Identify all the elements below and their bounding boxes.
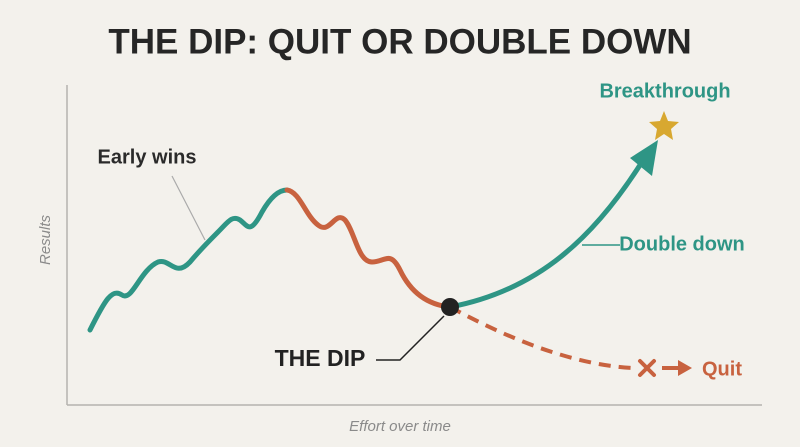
- early-wins-label: Early wins: [98, 146, 197, 168]
- arrow-head: [630, 140, 658, 176]
- quit-arrow-head: [678, 360, 692, 376]
- title: THE DIP: QUIT OR DOUBLE DOWN: [108, 22, 691, 61]
- double-down-label: Double down: [619, 233, 745, 255]
- x-axis-label: Effort over time: [349, 418, 451, 435]
- star: [649, 111, 679, 140]
- leader-line: [171, 175, 206, 241]
- quit-curve: [449, 305, 633, 370]
- the-dip-label: THE DIP: [275, 345, 366, 371]
- dip-curve: [284, 187, 453, 310]
- early-curve: [87, 187, 290, 333]
- quit-label: Quit: [702, 358, 742, 380]
- quit-x: [638, 359, 656, 377]
- y-axis-label: Results: [37, 214, 54, 265]
- leader-line: [376, 315, 445, 361]
- dip-point: [441, 298, 459, 316]
- breakthrough-label: Breakthrough: [599, 80, 730, 102]
- double-down-curve: [447, 162, 643, 310]
